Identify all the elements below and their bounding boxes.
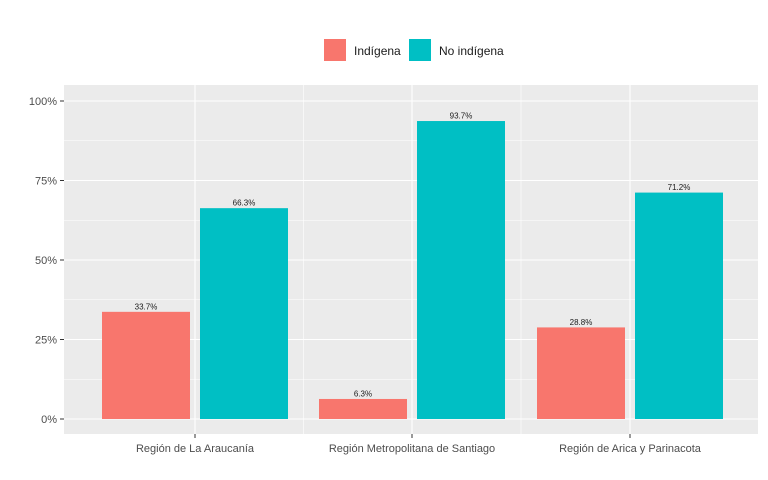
x-tick-label: Región de Arica y Parinacota [559, 443, 702, 455]
bar [635, 192, 723, 419]
bar [200, 208, 288, 419]
legend-key-indigena [324, 39, 346, 61]
x-tick-label: Región Metropolitana de Santiago [329, 443, 495, 455]
x-tick-label: Región de La Araucanía [136, 443, 255, 455]
y-tick-label: 50% [35, 255, 57, 267]
y-tick-label: 75% [35, 176, 57, 188]
data-label: 71.2% [668, 183, 691, 192]
bars [102, 121, 723, 419]
y-tick-label: 0% [41, 414, 57, 426]
y-tick-label: 100% [29, 96, 57, 108]
legend-label-indigena: Indígena [354, 44, 401, 58]
data-label: 28.8% [570, 318, 593, 327]
y-axis: 0% 25% 50% 75% 100% [29, 96, 64, 426]
plot-area: 33.7% 6.3% 28.8% 66.3% 93.7% 71.2% 0% 25% 50% 75… [29, 85, 758, 455]
x-axis: Región de La Araucanía Región Metropolita… [136, 434, 702, 455]
bar [319, 398, 407, 419]
legend-label-no-indigena: No indígena [439, 44, 504, 58]
data-labels: 33.7% 6.3% 28.8% 66.3% 93.7% 71.2% [135, 112, 691, 399]
legend: Indígena No indígena [324, 39, 504, 61]
data-label: 93.7% [450, 112, 473, 121]
bar [537, 327, 625, 419]
bar [417, 121, 505, 419]
y-tick-label: 25% [35, 335, 57, 347]
bar [102, 311, 190, 419]
data-label: 33.7% [135, 302, 158, 311]
data-label: 6.3% [354, 389, 372, 398]
legend-key-no-indigena [409, 39, 431, 61]
data-label: 66.3% [233, 199, 256, 208]
